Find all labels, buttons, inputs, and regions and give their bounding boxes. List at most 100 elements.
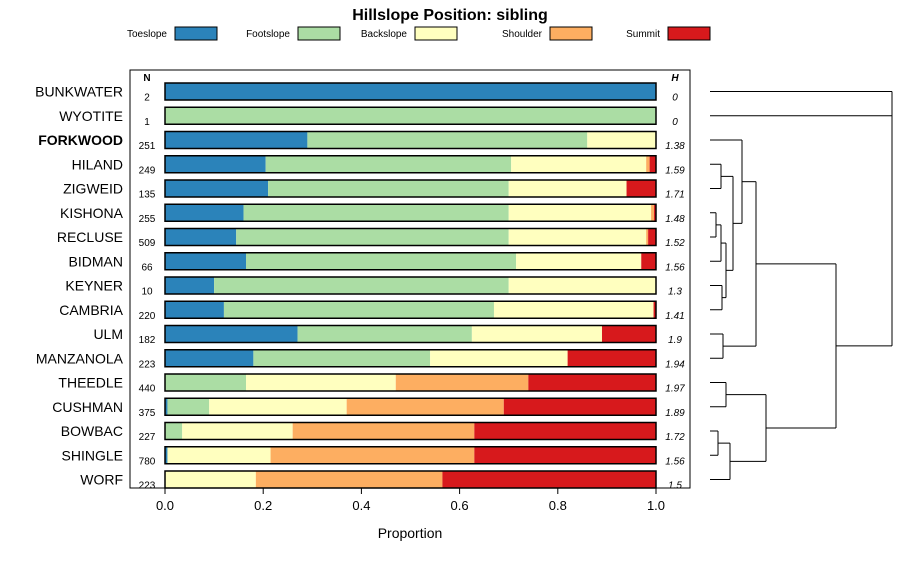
bar-outline xyxy=(164,82,657,101)
bar-segment xyxy=(246,252,517,270)
row-label: ZIGWEID xyxy=(63,181,123,197)
row-n-value: 227 xyxy=(139,432,156,443)
row-n-value: 509 xyxy=(139,238,156,249)
row-n-value: 135 xyxy=(139,190,156,201)
bar-segment xyxy=(167,446,271,464)
bar-segment xyxy=(651,204,655,222)
row-label: KISHONA xyxy=(60,205,124,221)
row-label: ULM xyxy=(93,326,123,342)
bar-segment xyxy=(165,131,308,149)
row-label: SHINGLE xyxy=(62,447,123,463)
legend-label: Shoulder xyxy=(502,29,543,40)
row-n-value: 251 xyxy=(139,141,156,152)
bar-segment xyxy=(214,277,509,294)
x-axis: 0.0 0.2 0.4 0.6 0.8 1.0 xyxy=(156,488,665,513)
bar-segment xyxy=(395,374,529,391)
bar-segment xyxy=(182,422,293,440)
row-h-value: 1.38 xyxy=(665,141,685,152)
row-n-value: 249 xyxy=(139,165,156,176)
x-tick-label: 0.0 xyxy=(156,498,174,513)
row-label: HILAND xyxy=(72,156,123,172)
row-label: WORF xyxy=(80,472,123,488)
bar-segment xyxy=(165,301,224,319)
row-label: WYOTITE xyxy=(59,108,123,124)
bar-segment xyxy=(587,131,656,149)
bar-segment xyxy=(236,228,509,246)
bar-segment xyxy=(508,228,647,246)
bar-segment xyxy=(268,180,509,197)
bar-segment xyxy=(165,398,168,416)
legend-swatch xyxy=(297,26,341,41)
row-h-value: 1.97 xyxy=(665,384,685,395)
row-n-value: 375 xyxy=(139,408,156,419)
row-n-value: 780 xyxy=(139,456,156,467)
x-tick-label: 0.8 xyxy=(549,498,567,513)
row-n-value: 66 xyxy=(141,262,153,273)
bar-segment xyxy=(474,422,656,440)
bar-segment xyxy=(223,301,494,319)
bar-outline xyxy=(164,276,657,295)
row-n-value: 220 xyxy=(139,311,156,322)
row-n-value: 1 xyxy=(144,117,150,128)
bar-outline xyxy=(164,106,657,125)
row-label: BOWBAC xyxy=(61,423,123,439)
bar-segment xyxy=(528,374,656,391)
bar-outline xyxy=(164,324,657,344)
bar-segment xyxy=(165,446,168,464)
legend-swatch xyxy=(667,26,711,41)
row-n-value: 223 xyxy=(139,359,156,370)
bar-outline xyxy=(164,373,657,392)
bar-segment xyxy=(508,277,656,294)
bar-segment xyxy=(165,471,256,488)
bar-segment xyxy=(165,252,247,270)
bar-segment xyxy=(601,325,656,343)
row-h-value: 1.56 xyxy=(665,456,685,467)
row-n-value: 10 xyxy=(141,287,153,298)
h-column-header: H xyxy=(671,73,679,84)
bar-segment xyxy=(626,180,656,197)
bar-segment xyxy=(442,471,656,488)
bar-segment xyxy=(165,349,254,367)
row-n-value: 255 xyxy=(139,214,156,225)
bar-segment xyxy=(503,398,656,416)
x-tick-label: 0.2 xyxy=(254,498,272,513)
bar-outline xyxy=(164,130,657,150)
legend-label: Backslope xyxy=(361,29,408,40)
row-label: BIDMAN xyxy=(69,253,123,269)
bar-segment xyxy=(508,180,627,197)
bar-segment xyxy=(292,422,475,440)
legend-label: Footslope xyxy=(246,29,290,40)
row-h-value: 1.71 xyxy=(665,190,684,201)
bar-segment xyxy=(165,422,183,440)
row-label: MANZANOLA xyxy=(36,350,124,366)
row-label: FORKWOOD xyxy=(38,132,123,148)
row-n-value: 2 xyxy=(144,93,150,104)
row-h-value: 0 xyxy=(672,117,678,128)
bar-segment xyxy=(246,374,396,391)
bar-segment xyxy=(493,301,654,319)
row-label: CAMBRIA xyxy=(59,302,123,318)
bar-segment xyxy=(167,398,210,416)
dendrogram xyxy=(710,91,893,480)
bar-segment xyxy=(165,155,266,173)
bar-outline xyxy=(164,227,657,247)
bar-segment xyxy=(165,374,247,391)
bar-segment xyxy=(516,252,642,270)
bar-segment xyxy=(297,325,472,343)
x-tick-label: 0.4 xyxy=(352,498,370,513)
bar-outline xyxy=(164,179,657,198)
bar-segment xyxy=(641,252,656,270)
row-h-value: 1.52 xyxy=(665,238,685,249)
bar-outline xyxy=(164,349,657,368)
row-h-value: 1.56 xyxy=(665,262,685,273)
bar-segment xyxy=(253,349,431,367)
row-n-value: 182 xyxy=(139,335,156,346)
bar-outline xyxy=(164,203,657,222)
row-h-value: 1.48 xyxy=(665,214,685,225)
row-label: RECLUSE xyxy=(57,229,123,245)
row-h-value: 0 xyxy=(672,93,678,104)
legend-label: Toeslope xyxy=(127,29,167,40)
bar-segment xyxy=(471,325,602,343)
